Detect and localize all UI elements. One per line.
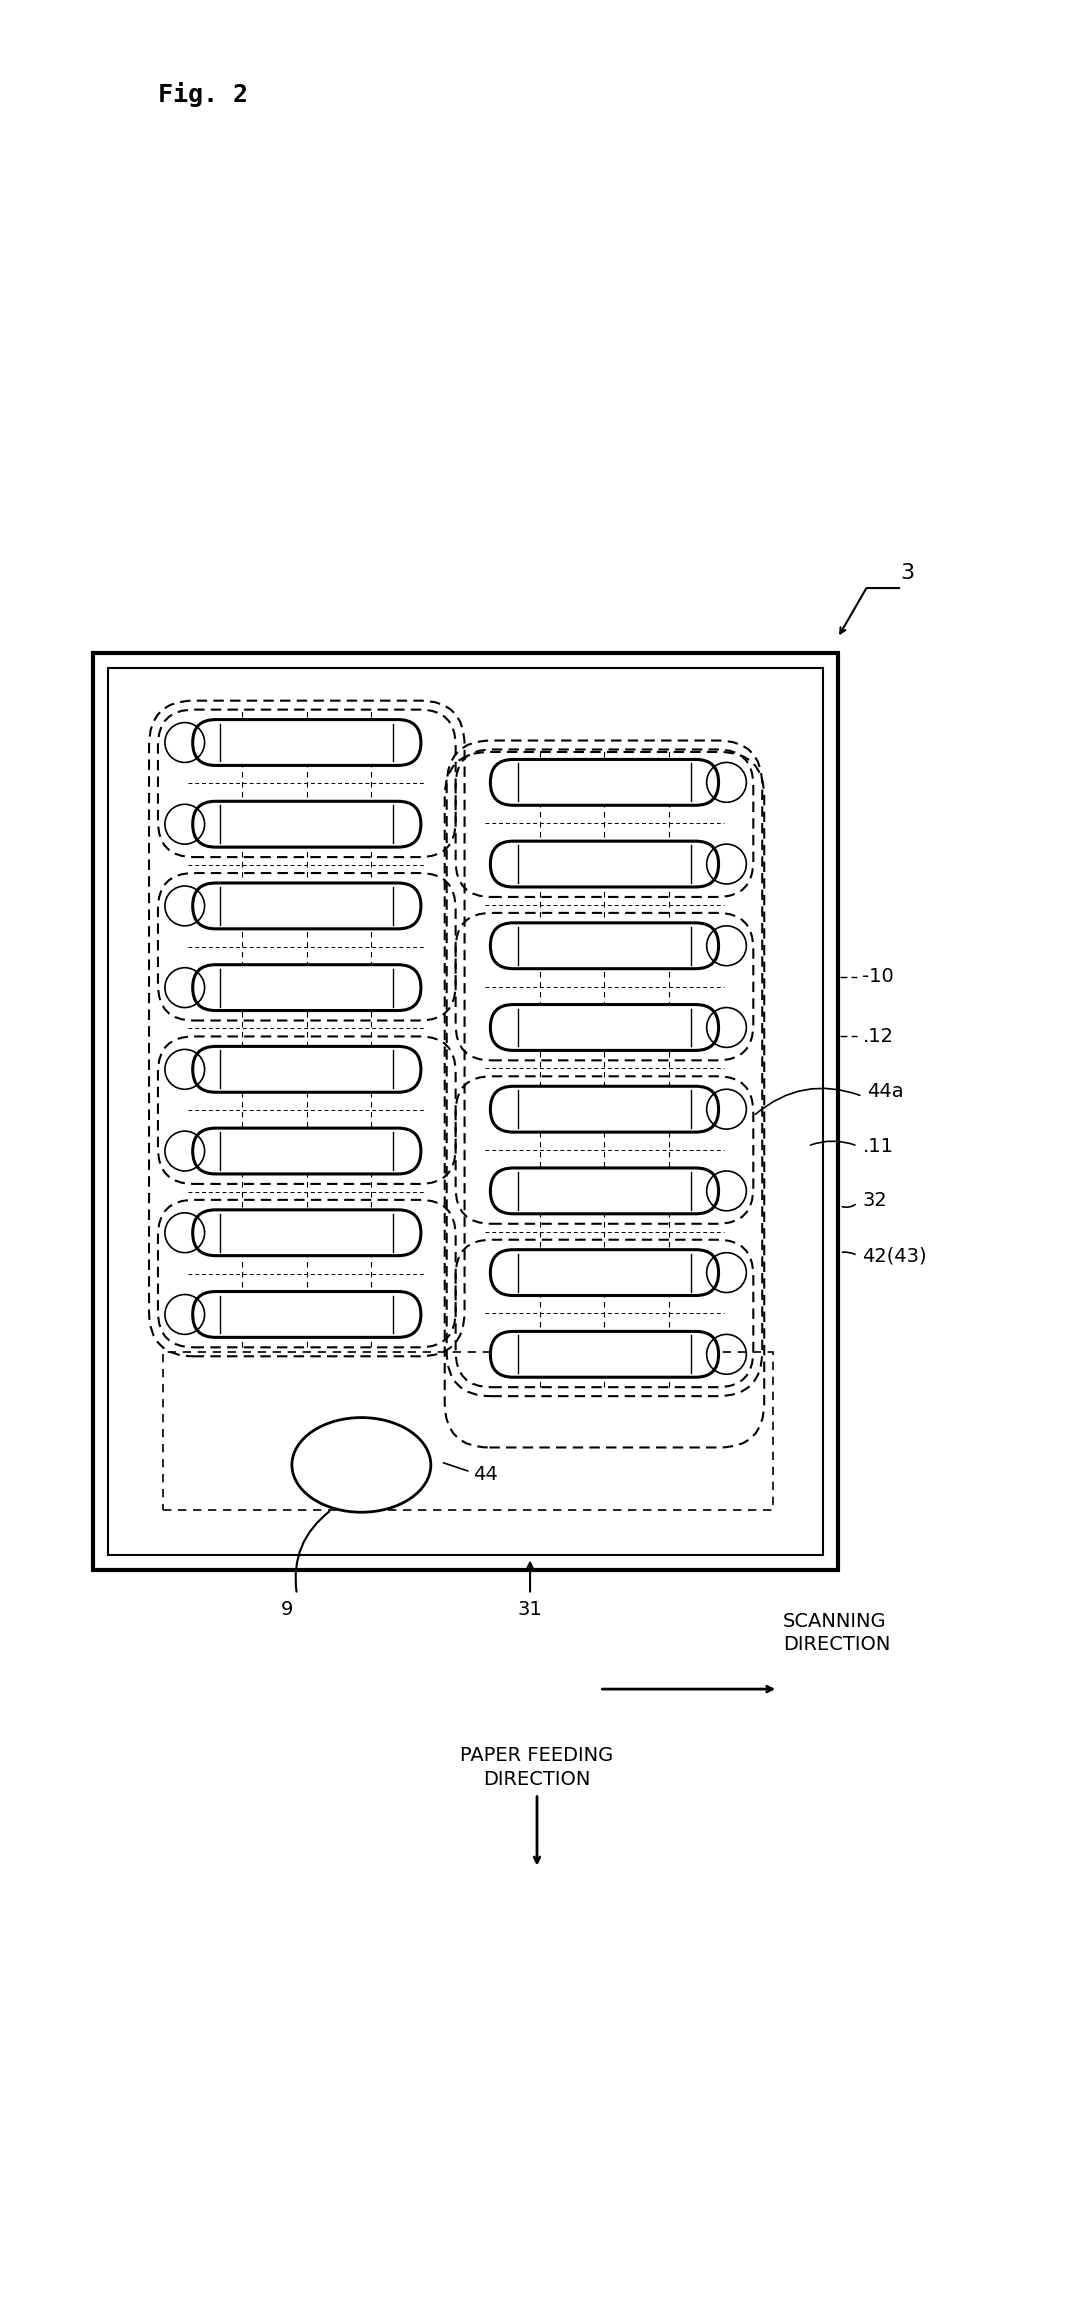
FancyBboxPatch shape: [491, 840, 719, 887]
FancyBboxPatch shape: [491, 759, 719, 805]
FancyBboxPatch shape: [491, 924, 719, 968]
Text: 44: 44: [473, 1465, 497, 1485]
Bar: [108, 668, 823, 1555]
FancyBboxPatch shape: [192, 1290, 421, 1337]
Text: 9: 9: [280, 1599, 293, 1618]
Text: .11: .11: [862, 1137, 894, 1156]
Text: 3: 3: [900, 564, 914, 583]
Text: SCANNING
DIRECTION: SCANNING DIRECTION: [783, 1611, 890, 1655]
FancyBboxPatch shape: [192, 720, 421, 766]
FancyBboxPatch shape: [491, 1249, 719, 1295]
Text: PAPER FEEDING
DIRECTION: PAPER FEEDING DIRECTION: [461, 1745, 613, 1789]
FancyBboxPatch shape: [491, 1005, 719, 1051]
FancyBboxPatch shape: [192, 1209, 421, 1256]
FancyBboxPatch shape: [192, 882, 421, 928]
Text: Fig. 2: Fig. 2: [158, 81, 248, 107]
FancyBboxPatch shape: [192, 966, 421, 1010]
FancyBboxPatch shape: [491, 1167, 719, 1214]
FancyBboxPatch shape: [491, 1332, 719, 1376]
FancyBboxPatch shape: [192, 801, 421, 847]
Bar: [93, 652, 838, 1569]
Text: 44a: 44a: [868, 1082, 904, 1100]
Text: 42(43): 42(43): [862, 1246, 927, 1265]
Ellipse shape: [292, 1418, 431, 1513]
Bar: [163, 1353, 773, 1509]
FancyBboxPatch shape: [491, 1086, 719, 1133]
Text: -10: -10: [862, 968, 895, 986]
Text: .12: .12: [862, 1026, 894, 1047]
Text: 31: 31: [518, 1599, 542, 1618]
Text: 32: 32: [862, 1191, 887, 1209]
FancyBboxPatch shape: [192, 1128, 421, 1174]
FancyBboxPatch shape: [192, 1047, 421, 1093]
